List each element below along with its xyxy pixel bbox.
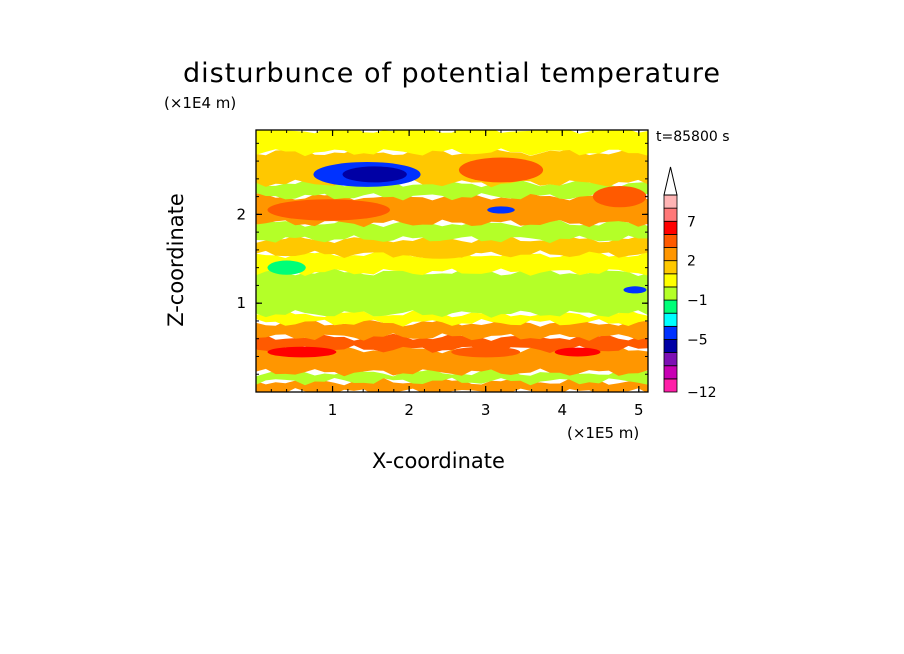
colorbar-swatch [663,194,678,209]
contour-feature [592,185,647,208]
colorbar: −12−5−127 [663,166,717,401]
colorbar-swatch [663,233,678,248]
contour-feature [267,346,337,358]
colorbar-label: 7 [687,214,696,230]
contour-band [256,368,648,386]
contour-band [256,268,648,318]
contour-feature [623,286,647,294]
colorbar-label: 2 [687,254,696,270]
contour-feature [458,157,544,183]
y-axis-label: Z-coordinate [164,193,188,327]
contour-feature [401,241,479,259]
time-label: t=85800 s [656,129,730,145]
y-tick-label: 1 [236,294,246,312]
axis-ticks: 1 2 3 4 5 1 2 [236,130,648,419]
colorbar-swatch [663,352,678,367]
contour-band [256,148,648,188]
colorbar-label: −12 [687,385,717,401]
contour-feature [451,346,521,358]
contour-band [256,333,648,353]
contour-band [256,345,648,377]
contour-field [256,130,648,392]
colorbar-swatch [663,299,678,314]
contour-band [256,179,648,201]
chart-title: disturbunce of potential temperature [183,58,721,89]
contour-feature [342,166,407,183]
contour-feature [554,347,601,357]
contour-feature [267,260,306,275]
contour-band [256,250,648,276]
colorbar-swatch [663,312,678,327]
colorbar-swatch [663,273,678,288]
plot-frame [255,129,649,393]
colorbar-label: −1 [687,293,708,309]
colorbar-swatch [663,260,678,275]
y-unit-label: (×1E4 m) [164,94,237,112]
x-unit-label: (×1E5 m) [567,424,640,442]
colorbar-swatch [663,325,678,340]
colorbar-swatch [663,247,678,262]
contour-feature [267,199,390,221]
colorbar-swatch [663,339,678,354]
contour-feature [487,206,515,214]
x-tick-label: 4 [557,401,567,419]
contour-feature [263,287,402,298]
colorbar-swatch [663,378,678,393]
x-tick-label: 1 [328,401,338,419]
colorbar-swatch [663,207,678,222]
contour-band [256,130,648,157]
colorbar-swatch [663,365,678,380]
colorbar-swatch [663,286,678,301]
colorbar-swatch [663,220,678,235]
y-tick-label: 2 [236,205,246,223]
x-axis-label: X-coordinate [372,449,505,473]
colorbar-extend-arrow [663,166,678,196]
contour-band [256,219,648,244]
x-tick-label: 3 [481,401,491,419]
colorbar-label: −5 [687,332,708,348]
x-tick-label: 5 [634,401,644,419]
x-tick-label: 2 [404,401,414,419]
